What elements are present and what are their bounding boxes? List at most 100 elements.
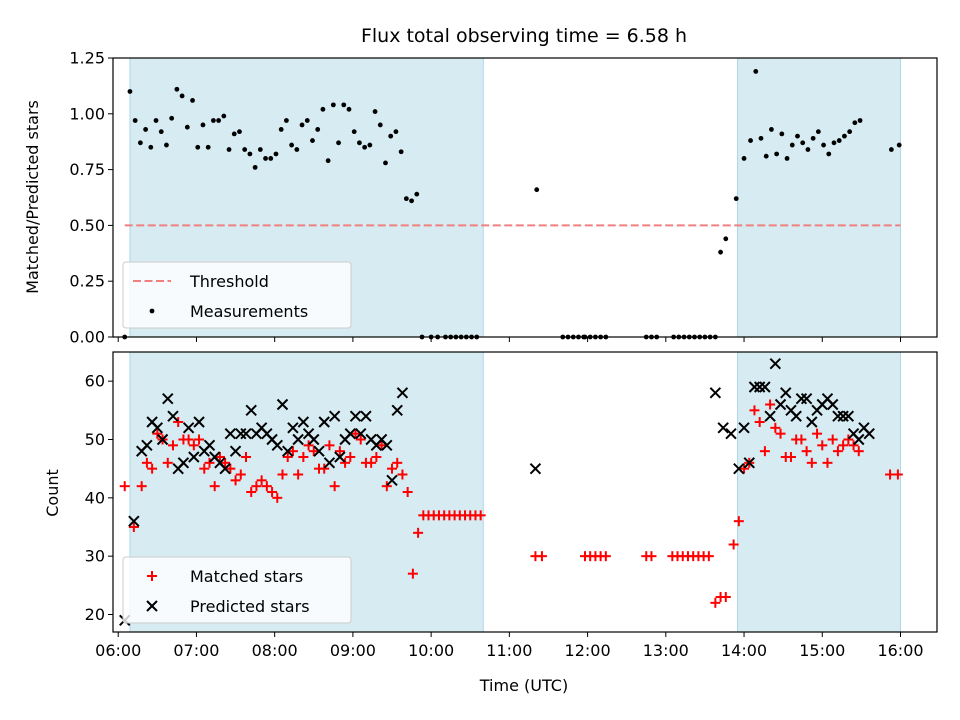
y-tick-label: 60 — [85, 372, 105, 391]
measurement-point — [758, 135, 764, 141]
legend-matched-label: Matched stars — [190, 567, 303, 586]
predicted-star-point — [381, 439, 393, 452]
matched-star-point — [204, 457, 215, 468]
predicted-star-point — [386, 474, 398, 487]
x-tick-label: 12:00 — [565, 641, 611, 660]
matched-star-point — [832, 446, 843, 457]
legend-measurements-label: Measurements — [190, 302, 308, 321]
measurement-point — [252, 164, 258, 170]
x-tick-label: 08:00 — [252, 641, 298, 660]
legend-box — [122, 556, 352, 624]
matched-star-point — [892, 469, 903, 480]
measurement-point — [718, 249, 723, 255]
matched-star-point — [246, 487, 257, 497]
measurement-point — [769, 127, 774, 132]
y-tick-label: 0.50 — [69, 216, 105, 235]
measurement-point — [372, 109, 378, 114]
matched-star-point — [387, 463, 398, 474]
predicted-star-point — [853, 433, 865, 446]
matched-star-point — [728, 539, 739, 550]
matched-star-point — [853, 446, 864, 457]
measurement-point — [398, 149, 404, 155]
legend-predicted-label: Predicted stars — [190, 597, 310, 616]
measurement-point — [195, 144, 201, 150]
y-tick-label: 0.75 — [69, 160, 105, 179]
measurement-point — [821, 142, 826, 148]
bottom-panel: 20 30 40 50 60 06:00 07:00 08:00 09:00 10:00 11:00… — [85, 351, 938, 660]
matched-star-point — [770, 422, 781, 433]
predicted-star-point — [806, 416, 818, 428]
matched-star-point — [366, 457, 377, 468]
predicted-star-point — [733, 462, 745, 475]
legend-threshold-label: Threshold — [189, 272, 269, 291]
matched-star-point — [251, 481, 262, 492]
predicted-star-point — [193, 416, 205, 428]
matched-star-point — [194, 434, 205, 445]
measurement-point — [753, 68, 759, 74]
measurement-point — [127, 89, 133, 94]
matched-star-point — [147, 463, 158, 474]
measurement-point — [278, 127, 284, 132]
matched-star-point — [806, 457, 817, 468]
legend-measurements-swatch — [149, 308, 155, 314]
predicted-star-point — [349, 410, 362, 422]
measurement-point — [226, 147, 232, 152]
x-tick-label: 09:00 — [330, 641, 376, 660]
matched-star-point — [340, 457, 351, 468]
matched-star-point — [600, 551, 611, 562]
legend-matched-swatch — [147, 571, 157, 581]
measurement-point — [857, 118, 863, 123]
matched-star-point — [141, 457, 152, 468]
predicted-star-point — [282, 445, 294, 457]
measurement-point — [294, 147, 300, 152]
measurement-point — [842, 133, 847, 139]
y-tick-label: 1.00 — [69, 104, 105, 123]
measurement-point — [330, 102, 336, 108]
matched-star-point — [214, 452, 225, 462]
matched-star-point — [397, 469, 408, 480]
predicted-star-point — [743, 457, 755, 469]
shaded-interval-2 — [737, 351, 901, 633]
matched-star-point — [267, 487, 278, 497]
predicted-star-point — [759, 381, 771, 393]
matched-star-point — [230, 475, 241, 486]
predicted-star-point — [826, 398, 839, 411]
measurement-point — [409, 198, 414, 204]
measurement-point — [184, 124, 190, 130]
measurement-point — [826, 151, 832, 157]
measurement-point — [748, 138, 753, 143]
measurement-point — [268, 156, 274, 161]
legend-box — [122, 261, 352, 329]
predicted-star-point — [837, 410, 849, 422]
predicted-star-point — [128, 515, 140, 527]
matched-star-point — [413, 527, 424, 538]
predicted-star-point — [313, 445, 325, 457]
measurement-point — [852, 120, 858, 126]
measurement-point — [800, 140, 806, 146]
measurement-point — [341, 102, 347, 108]
measurement-point — [831, 140, 837, 146]
matched-star-point — [817, 440, 828, 451]
predicted-star-point — [738, 422, 750, 434]
predicted-star-point — [328, 410, 341, 422]
predicted-star-point — [396, 387, 409, 399]
y-tick-label: 30 — [85, 547, 105, 566]
measurement-point — [221, 113, 227, 119]
measurement-point — [325, 158, 331, 164]
predicted-star-point — [790, 410, 802, 422]
measurement-point — [299, 122, 305, 128]
y-tick-label: 40 — [85, 488, 105, 507]
measurement-point — [320, 106, 326, 112]
x-tick-label: 11:00 — [486, 641, 532, 660]
measurement-point — [315, 127, 321, 132]
predicted-star-point — [323, 457, 336, 469]
matched-star-point — [759, 446, 770, 457]
predicted-star-point — [188, 451, 200, 463]
matched-star-point — [703, 551, 714, 562]
axes-frame — [112, 351, 938, 633]
predicted-star-point — [156, 433, 169, 446]
matched-star-point — [225, 463, 236, 474]
matched-star-point — [822, 457, 833, 468]
predicted-star-point — [177, 457, 190, 469]
